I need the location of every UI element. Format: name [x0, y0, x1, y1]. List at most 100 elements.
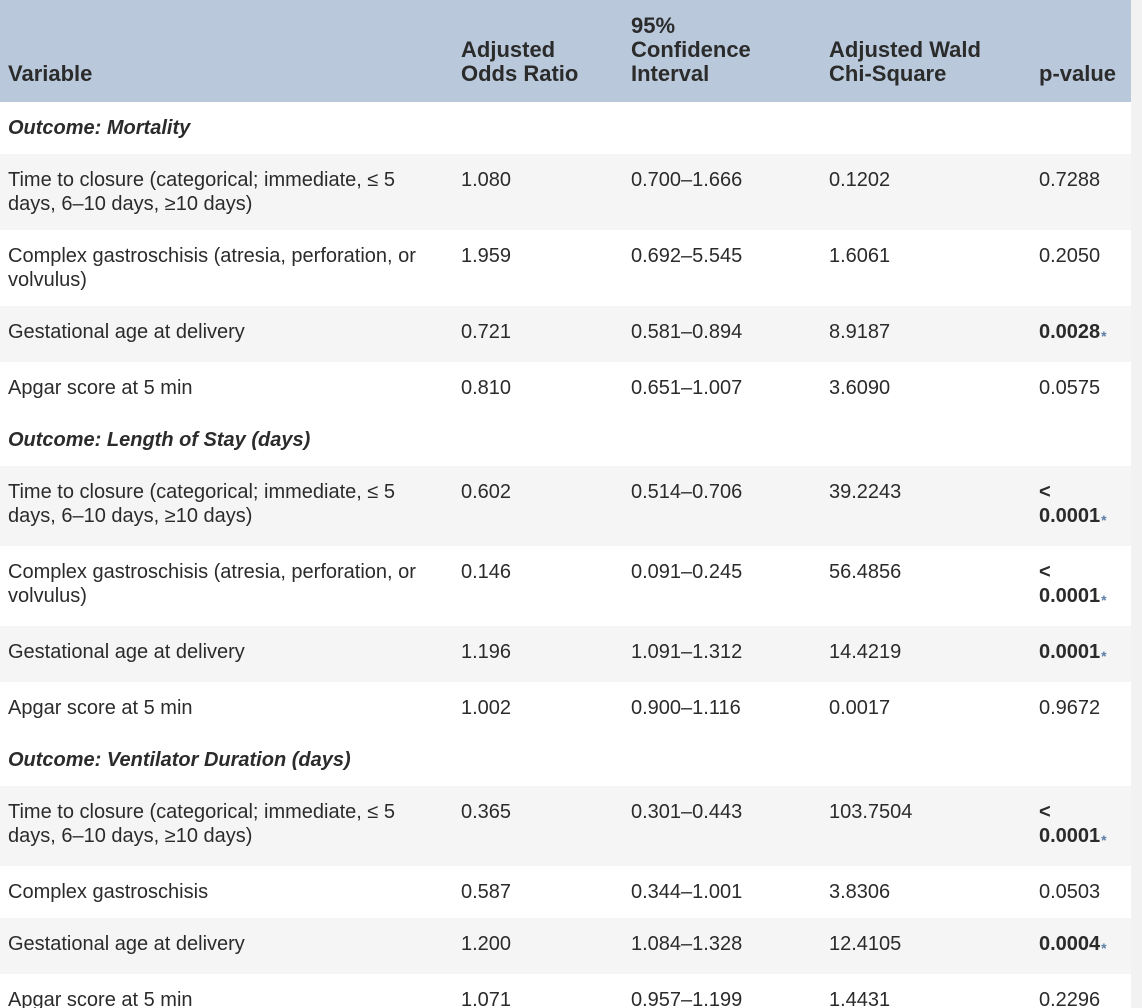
header-p-value: p-value — [1039, 61, 1117, 86]
cell-odds-ratio: 0.810 — [461, 377, 512, 399]
p-value-text: 0.0503 — [1039, 881, 1101, 903]
cell-p-value: 0.0004* — [1031, 918, 1131, 974]
section-title: Outcome: Mortality — [8, 116, 191, 139]
cell-confidence-interval: 0.091–0.245 — [631, 561, 743, 583]
p-value-text: < 0.0001 — [1039, 801, 1101, 847]
cell-odds-ratio: 1.959 — [461, 245, 512, 267]
p-value-text: 0.2296 — [1039, 989, 1101, 1008]
cell-odds-ratio: 0.721 — [461, 321, 512, 343]
cell-p-value: 0.7288 — [1031, 154, 1131, 230]
significance-marker-icon: * — [1101, 328, 1107, 344]
p-value-text: 0.0575 — [1039, 377, 1101, 399]
cell-p-value: < 0.0001* — [1031, 546, 1131, 626]
p-value-text: 0.0004 — [1039, 933, 1101, 955]
cell-confidence-interval: 0.692–5.545 — [631, 245, 743, 267]
cell-odds-ratio: 1.002 — [461, 697, 512, 719]
cell-wald-chi-square: 39.2243 — [829, 481, 902, 503]
cell-wald-chi-square: 8.9187 — [829, 321, 891, 343]
cell-confidence-interval: 0.957–1.199 — [631, 989, 743, 1008]
cell-confidence-interval: 0.344–1.001 — [631, 881, 743, 903]
cell-p-value: 0.2296 — [1031, 974, 1131, 1008]
header-wald-chi-square: Adjusted Wald Chi-Square — [829, 37, 981, 86]
table-row: Time to closure (categorical; immediate,… — [0, 466, 1131, 546]
table-body: Outcome: Mortality Time to closure (categ… — [0, 102, 1131, 1008]
section-row: Outcome: Length of Stay (days) — [0, 414, 1131, 466]
cell-p-value: 0.0503 — [1031, 866, 1131, 918]
table-row: Apgar score at 5 min 1.002 0.900–1.116 0.00… — [0, 682, 1131, 734]
cell-confidence-interval: 0.514–0.706 — [631, 481, 743, 503]
cell-confidence-interval: 0.900–1.116 — [631, 697, 741, 719]
cell-confidence-interval: 1.091–1.312 — [631, 641, 743, 663]
significance-marker-icon: * — [1101, 648, 1107, 664]
section-title: Outcome: Length of Stay (days) — [8, 428, 311, 451]
cell-odds-ratio: 1.200 — [461, 933, 512, 955]
cell-wald-chi-square: 3.8306 — [829, 881, 891, 903]
table-row: Time to closure (categorical; immediate,… — [0, 154, 1131, 230]
p-value-text: 0.9672 — [1039, 697, 1101, 719]
table-row: Apgar score at 5 min 0.810 0.651–1.007 3.60… — [0, 362, 1131, 414]
significance-marker-icon: * — [1101, 592, 1107, 608]
table-header: Variable Adjusted Odds Ratio 95% Confiden… — [0, 0, 1131, 102]
table-row: Complex gastroschisis (atresia, perforat… — [0, 230, 1131, 306]
cell-p-value: 0.0028* — [1031, 306, 1131, 362]
cell-wald-chi-square: 12.4105 — [829, 933, 902, 955]
cell-p-value: 0.0575 — [1031, 362, 1131, 414]
cell-variable: Complex gastroschisis (atresia, perforat… — [8, 561, 416, 607]
cell-p-value: 0.2050 — [1031, 230, 1131, 306]
header-odds-ratio: Adjusted Odds Ratio — [453, 0, 623, 102]
cell-confidence-interval: 1.084–1.328 — [631, 933, 743, 955]
p-value-text: 0.2050 — [1039, 245, 1101, 267]
cell-variable: Complex gastroschisis — [8, 881, 209, 903]
cell-confidence-interval: 0.301–0.443 — [631, 801, 743, 823]
cell-variable: Apgar score at 5 min — [8, 697, 193, 719]
cell-odds-ratio: 1.196 — [461, 641, 512, 663]
cell-wald-chi-square: 0.0017 — [829, 697, 891, 719]
cell-confidence-interval: 0.581–0.894 — [631, 321, 743, 343]
header-odds-ratio-label: Adjusted Odds Ratio — [461, 37, 579, 86]
cell-odds-ratio: 0.602 — [461, 481, 512, 503]
header-variable: Variable — [8, 61, 93, 86]
cell-variable: Gestational age at delivery — [8, 641, 245, 663]
cell-variable: Apgar score at 5 min — [8, 989, 193, 1008]
table-row: Gestational age at delivery 1.196 1.091–1.… — [0, 626, 1131, 682]
table-row: Apgar score at 5 min 1.071 0.957–1.199 1.44… — [0, 974, 1131, 1008]
cell-odds-ratio: 1.071 — [461, 989, 512, 1008]
table-row: Time to closure (categorical; immediate,… — [0, 786, 1131, 866]
table-row: Gestational age at delivery 0.721 0.581–0.… — [0, 306, 1131, 362]
cell-variable: Apgar score at 5 min — [8, 377, 193, 399]
scrollbar-track[interactable] — [1131, 0, 1142, 1008]
significance-marker-icon: * — [1101, 940, 1107, 956]
cell-wald-chi-square: 56.4856 — [829, 561, 902, 583]
cell-wald-chi-square: 3.6090 — [829, 377, 891, 399]
header-ci-line2: Confidence Interval — [631, 37, 751, 86]
cell-wald-chi-square: 0.1202 — [829, 169, 891, 191]
cell-wald-chi-square: 1.4431 — [829, 989, 891, 1008]
header-confidence-interval: 95% Confidence Interval — [623, 0, 821, 102]
cell-odds-ratio: 1.080 — [461, 169, 512, 191]
significance-marker-icon: * — [1101, 832, 1107, 848]
section-title: Outcome: Ventilator Duration (days) — [8, 748, 351, 771]
header-ci-line1: 95% — [631, 13, 676, 38]
cell-variable: Gestational age at delivery — [8, 933, 245, 955]
cell-variable: Time to closure (categorical; immediate,… — [8, 169, 396, 215]
table-row: Gestational age at delivery 1.200 1.084–1.… — [0, 918, 1131, 974]
cell-wald-chi-square: 14.4219 — [829, 641, 902, 663]
cell-odds-ratio: 0.587 — [461, 881, 512, 903]
p-value-text: < 0.0001 — [1039, 561, 1101, 607]
cell-p-value: 0.9672 — [1031, 682, 1131, 734]
p-value-text: 0.0001 — [1039, 641, 1101, 663]
cell-odds-ratio: 0.365 — [461, 801, 512, 823]
cell-confidence-interval: 0.700–1.666 — [631, 169, 743, 191]
cell-variable: Gestational age at delivery — [8, 321, 245, 343]
cell-confidence-interval: 0.651–1.007 — [631, 377, 743, 399]
table-row: Complex gastroschisis (atresia, perforat… — [0, 546, 1131, 626]
significance-marker-icon: * — [1101, 512, 1107, 528]
p-value-text: 0.0028 — [1039, 321, 1101, 343]
cell-wald-chi-square: 1.6061 — [829, 245, 891, 267]
section-row: Outcome: Mortality — [0, 102, 1131, 154]
cell-wald-chi-square: 103.7504 — [829, 801, 913, 823]
cell-odds-ratio: 0.146 — [461, 561, 512, 583]
cell-p-value: < 0.0001* — [1031, 466, 1131, 546]
